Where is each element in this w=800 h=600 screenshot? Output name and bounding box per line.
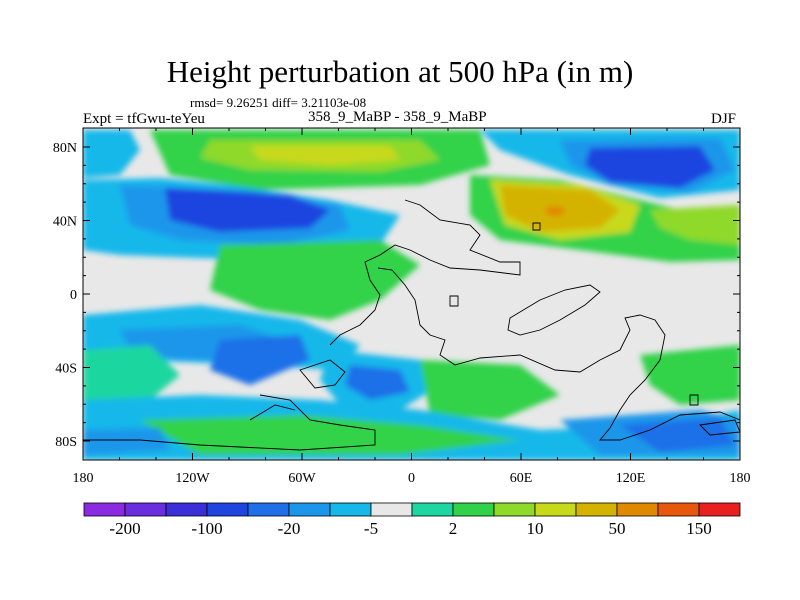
y-axis: 80N 40N 0 40S 80S [53,141,740,450]
x-tick-label: 0 [408,471,415,486]
colorbar-swatch [329,502,372,517]
colorbar-swatch [370,502,413,517]
x-axis: 180 120W 60W 0 60E 120E 180 [73,128,751,486]
colorbar-label: 10 [527,519,544,538]
colorbar-swatch [575,502,618,517]
colorbar-swatch [411,502,454,517]
stats-label: rmsd= 9.26251 diff= 3.21103e-08 [190,95,367,110]
colorbar-swatch [247,502,290,517]
colorbar-swatch [493,502,536,517]
colorbar-label: -5 [364,519,378,538]
colorbar-swatch [616,502,659,517]
colorbar-label: -200 [109,519,140,538]
colorbar-swatch [124,502,167,517]
colorbar-swatch [83,502,126,517]
x-tick-label: 60W [288,471,316,486]
colorbar-label: -20 [278,519,301,538]
y-tick-label: 40N [53,215,77,230]
colorbar-swatch [657,502,700,517]
x-tick-label: 120W [175,471,210,486]
season-label: DJF [711,111,737,127]
colorbar-swatch [698,502,741,517]
x-tick-label: 180 [730,471,751,486]
y-tick-label: 0 [70,288,77,303]
contour-field [83,128,740,460]
colorbar-swatch [165,502,208,517]
y-tick-label: 80S [55,435,77,450]
y-tick-label: 80N [53,141,77,156]
run-comparison-label: 358_9_MaBP - 358_9_MaBP [308,109,487,125]
colorbar-swatch [206,502,249,517]
colorbar-label: 150 [686,519,712,538]
colorbar-label: -100 [191,519,222,538]
experiment-label: Expt = tfGwu-teYeu [83,111,205,127]
colorbar-swatch [534,502,577,517]
colorbar-label: 2 [449,519,458,538]
map-title: Height perturbation at 500 hPa (in m) [166,54,634,89]
colorbar-swatch [288,502,331,517]
x-tick-label: 60E [510,471,533,486]
colorbar-label: 50 [609,519,626,538]
colorbar-swatch [452,502,495,517]
x-tick-label: 180 [73,471,94,486]
colorbar: -200 -100 -20 -5 2 10 50 150 [83,502,741,538]
y-tick-label: 40S [55,362,77,377]
x-tick-label: 120E [616,471,646,486]
